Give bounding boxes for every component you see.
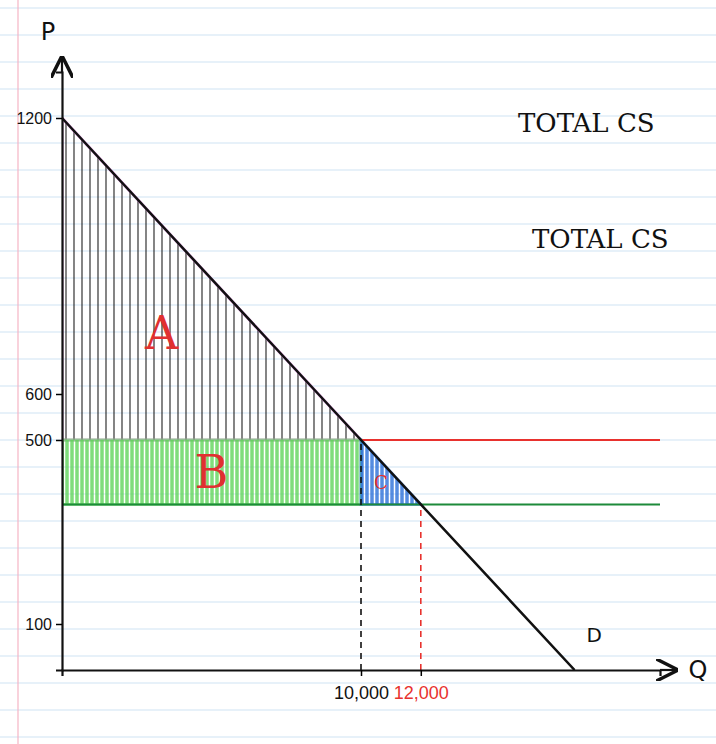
ruling bbox=[0, 35, 716, 36]
y-tick-mark bbox=[56, 440, 62, 442]
y-tick-label: 600 bbox=[25, 386, 52, 403]
chart: 10,00012,000 100 500 600 1200 P Q D A B C TOTAL CS T… bbox=[0, 0, 716, 744]
y-tick: 600 bbox=[25, 386, 62, 403]
curve-label: D bbox=[587, 623, 602, 647]
annotation: TOTAL CS bbox=[532, 224, 669, 254]
y-tick: 1200 bbox=[16, 110, 62, 127]
y-tick: 100 bbox=[25, 616, 62, 633]
surplus-region bbox=[62, 440, 361, 504]
y-tick: 500 bbox=[25, 432, 62, 449]
x-tick: 12,000 bbox=[394, 670, 449, 703]
x-axis-line bbox=[63, 671, 661, 677]
ruling bbox=[0, 737, 716, 738]
x-tick-label: 12,000 bbox=[394, 683, 449, 703]
ruling bbox=[0, 8, 716, 9]
y-tick-label: 500 bbox=[25, 432, 52, 449]
x-tick-mark bbox=[421, 670, 423, 676]
ruling bbox=[0, 575, 716, 576]
region-label: C bbox=[374, 472, 388, 493]
ruling bbox=[0, 548, 716, 549]
x-axis: 10,00012,000 bbox=[63, 670, 661, 703]
y-axis-arrow bbox=[61, 58, 63, 72]
ruling bbox=[0, 602, 716, 603]
ruling bbox=[0, 62, 716, 63]
quantity-line bbox=[360, 440, 362, 670]
y-axis-line bbox=[56, 73, 63, 671]
y-axis: 100 500 600 1200 bbox=[16, 73, 62, 671]
x-tick-mark bbox=[361, 670, 363, 676]
ruling bbox=[0, 710, 716, 711]
x-tick-label: 10,000 bbox=[334, 683, 389, 703]
notebook-background bbox=[0, 0, 716, 744]
ruling bbox=[0, 143, 716, 144]
plot-area bbox=[62, 118, 660, 670]
x-axis-title: Q bbox=[689, 656, 708, 684]
y-tick-label: 1200 bbox=[16, 110, 52, 127]
y-tick-mark bbox=[56, 394, 62, 396]
demand-curve bbox=[62, 118, 575, 670]
y-axis-title: P bbox=[41, 18, 55, 46]
price-line bbox=[361, 439, 660, 441]
x-axis-arrow bbox=[660, 669, 676, 671]
ruling bbox=[0, 656, 716, 657]
region-label: A bbox=[144, 306, 179, 360]
ruling bbox=[0, 521, 716, 522]
y-tick-mark bbox=[56, 118, 62, 120]
x-tick: 10,000 bbox=[334, 670, 389, 703]
ruling bbox=[0, 89, 716, 90]
ruling bbox=[0, 629, 716, 630]
y-tick-mark bbox=[56, 624, 62, 626]
quantity-line bbox=[420, 504, 422, 670]
annotation: TOTAL CS bbox=[518, 108, 655, 138]
region-label: B bbox=[195, 445, 229, 499]
y-tick-label: 100 bbox=[25, 616, 52, 633]
